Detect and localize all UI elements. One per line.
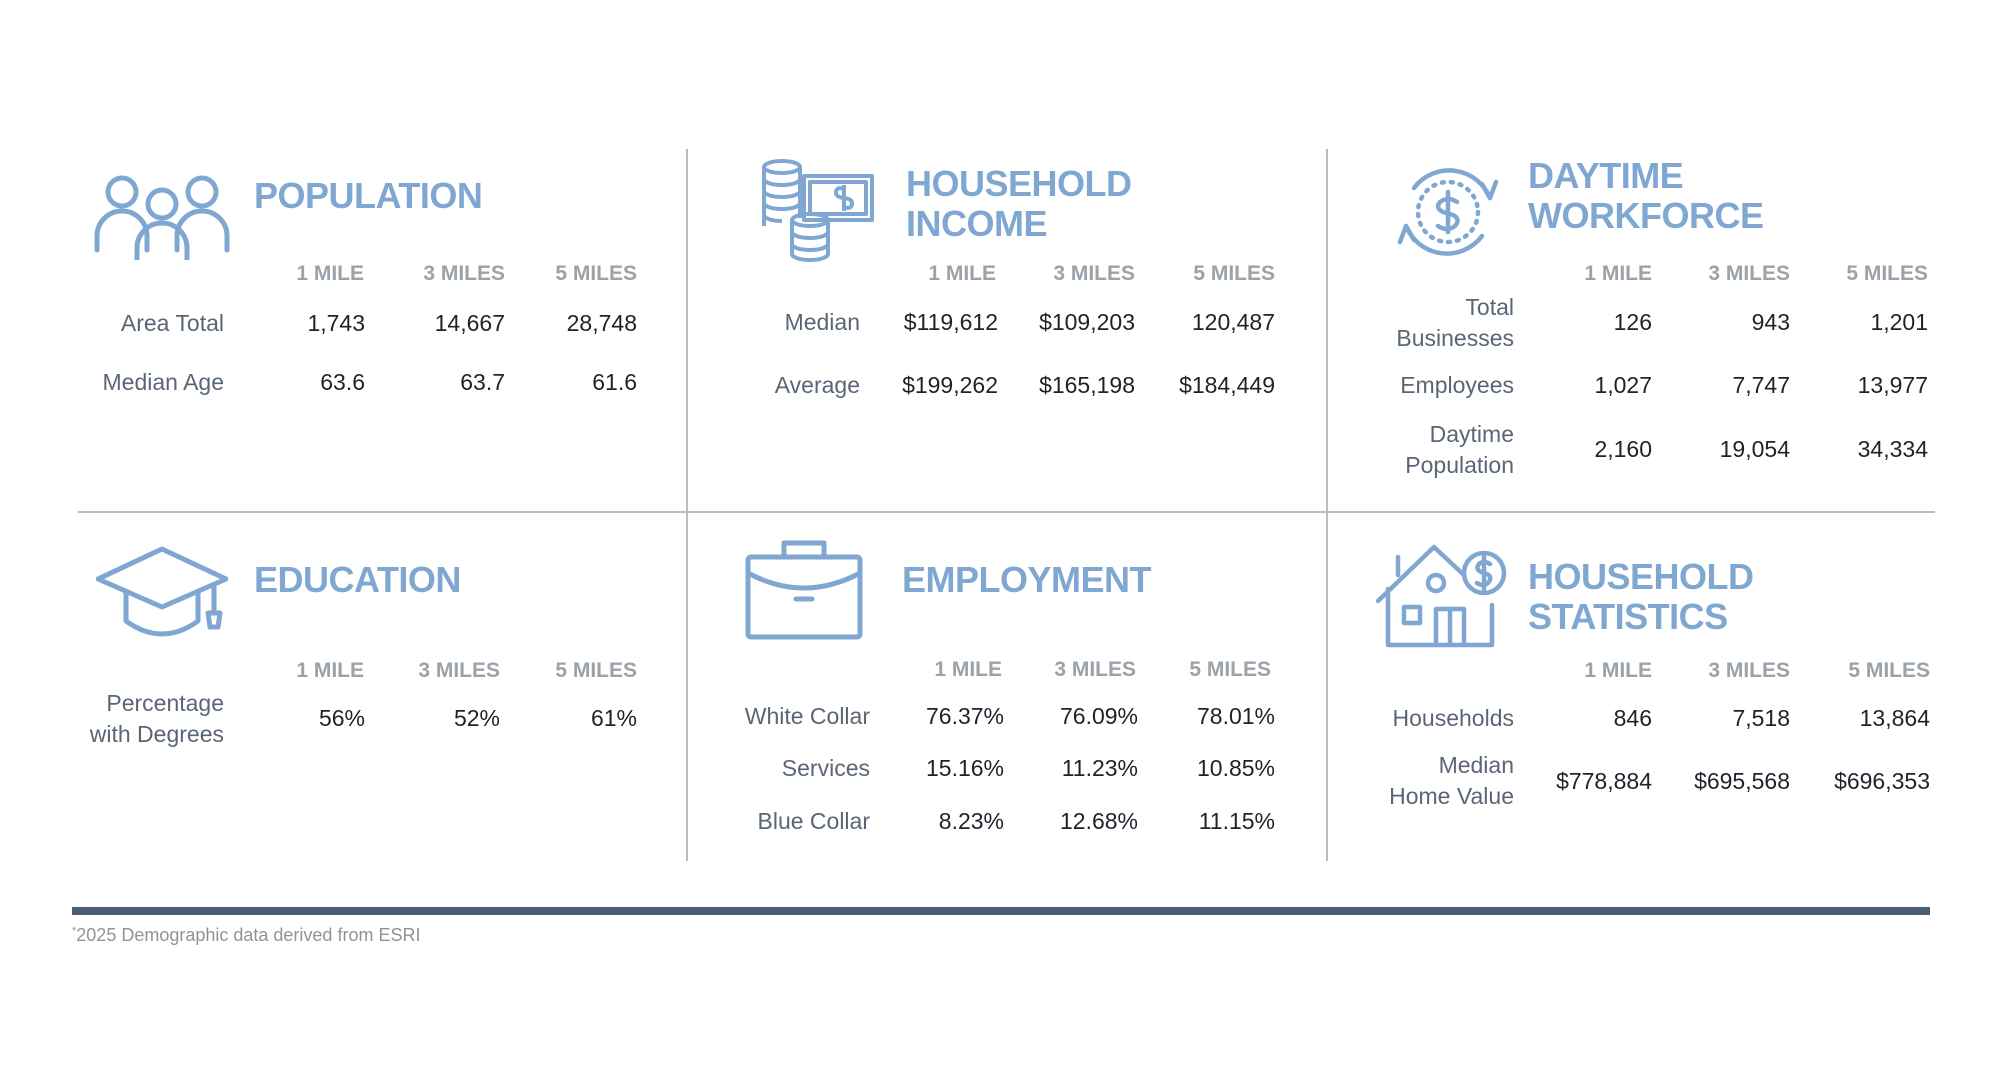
- col-header-1-mile: 1 MILE: [928, 262, 996, 285]
- row-label-daytime-population: Daytime Population: [1405, 421, 1514, 478]
- household-income-title: HOUSEHOLD INCOME: [906, 163, 1132, 244]
- value-1-mile: 2,160: [1594, 436, 1652, 462]
- household-income-card: HOUSEHOLD INCOME 1 MILE 3 MILES 5 MILES M…: [0, 0, 1326, 511]
- value-1-mile: 76.37%: [925, 703, 1004, 729]
- value-1-mile: 846: [1613, 705, 1652, 731]
- row-label-median-age: Median Age: [102, 369, 224, 395]
- population-title: POPULATION: [254, 175, 483, 216]
- value-3-miles: 76.09%: [1059, 703, 1138, 729]
- col-header-1-mile: 1 MILE: [296, 659, 364, 682]
- household-statistics-card: HOUSEHOLD STATISTICS 1 MILE 3 MILES 5 MIL…: [1326, 513, 2000, 873]
- value-3-miles: 63.7: [460, 369, 505, 395]
- col-header-5-miles: 5 MILES: [1189, 658, 1271, 681]
- education-title: EDUCATION: [254, 559, 461, 600]
- employment-card: EMPLOYMENT 1 MILE 3 MILES 5 MILES White …: [686, 513, 1326, 873]
- value-3-miles: 12.68%: [1059, 808, 1138, 834]
- value-1-mile: 8.23%: [938, 808, 1004, 834]
- value-1-mile: 1,743: [307, 310, 365, 336]
- horizontal-divider: [78, 511, 1935, 513]
- value-3-miles: 11.23%: [1061, 755, 1138, 781]
- row-label-employees: Employees: [1400, 372, 1514, 398]
- vertical-divider-2: [1326, 149, 1328, 861]
- daytime-workforce-card: DAYTIME WORKFORCE 1 MILE 3 MILES 5 MILES …: [1326, 0, 2000, 511]
- value-1-mile: 126: [1613, 309, 1652, 335]
- value-3-miles: 7,518: [1732, 705, 1790, 731]
- value-5-miles: 120,487: [1191, 309, 1275, 335]
- value-5-miles: 78.01%: [1196, 703, 1275, 729]
- col-header-1-mile: 1 MILE: [1584, 659, 1652, 682]
- employment-title: EMPLOYMENT: [902, 559, 1152, 600]
- value-5-miles: 1,201: [1870, 309, 1928, 335]
- col-header-3-miles: 3 MILES: [1054, 658, 1136, 681]
- value-3-miles: 943: [1751, 309, 1790, 335]
- value-5-miles: 13,977: [1857, 372, 1928, 398]
- row-label-percentage-with-degrees: Percentage with Degrees: [89, 690, 224, 747]
- graduation-cap-icon: [96, 546, 228, 637]
- col-header-5-miles: 5 MILES: [555, 659, 637, 682]
- value-5-miles: 61.6: [592, 369, 637, 395]
- row-label-households: Households: [1392, 705, 1514, 731]
- row-label-white-collar: White Collar: [744, 703, 870, 729]
- col-header-5-miles: 5 MILES: [1193, 262, 1275, 285]
- value-1-mile: $778,884: [1556, 768, 1652, 794]
- value-1-mile: $199,262: [902, 372, 998, 398]
- value-3-miles: 19,054: [1719, 436, 1790, 462]
- value-5-miles: $184,449: [1179, 372, 1275, 398]
- row-label-median: Median: [784, 309, 860, 335]
- value-5-miles: 28,748: [566, 310, 637, 336]
- col-header-3-miles: 3 MILES: [1708, 659, 1790, 682]
- value-5-miles: 10.85%: [1196, 755, 1275, 781]
- education-card: EDUCATION 1 MILE 3 MILES 5 MILES Percent…: [0, 513, 686, 873]
- row-label-blue-collar: Blue Collar: [757, 808, 871, 834]
- row-label-services: Services: [781, 755, 870, 781]
- col-header-3-miles: 3 MILES: [418, 659, 500, 682]
- value-5-miles: 13,864: [1859, 705, 1930, 731]
- value-1-mile: 15.16%: [925, 755, 1004, 781]
- footnote: *2025 Demographic data derived from ESRI: [72, 925, 420, 946]
- col-header-5-miles: 5 MILES: [555, 262, 637, 285]
- value-3-miles: 7,747: [1732, 372, 1790, 398]
- footnote-text: 2025 Demographic data derived from ESRI: [76, 925, 421, 945]
- col-header-5-miles: 5 MILES: [1846, 262, 1928, 285]
- col-header-1-mile: 1 MILE: [296, 262, 364, 285]
- value-5-miles: $696,353: [1834, 768, 1930, 794]
- value-5-miles: 11.15%: [1198, 808, 1275, 834]
- row-label-average: Average: [774, 372, 860, 398]
- col-header-3-miles: 3 MILES: [423, 262, 505, 285]
- daytime-workforce-title: DAYTIME WORKFORCE: [1528, 155, 1764, 236]
- value-3-miles: $109,203: [1039, 309, 1135, 335]
- col-header-1-mile: 1 MILE: [934, 658, 1002, 681]
- col-header-1-mile: 1 MILE: [1584, 262, 1652, 285]
- vertical-divider-1: [686, 149, 688, 861]
- value-5-miles: 34,334: [1857, 436, 1928, 462]
- briefcase-icon: [745, 540, 863, 640]
- value-3-miles: $165,198: [1039, 372, 1135, 398]
- row-label-area-total: Area Total: [120, 310, 224, 336]
- value-1-mile: 63.6: [320, 369, 365, 395]
- value-5-miles: 61%: [590, 705, 637, 731]
- house-dollar-icon: [1376, 544, 1507, 648]
- value-1-mile: 1,027: [1594, 372, 1652, 398]
- people-icon: [94, 175, 230, 260]
- value-3-miles: $695,568: [1694, 768, 1790, 794]
- col-header-3-miles: 3 MILES: [1053, 262, 1135, 285]
- money-stack-icon: [762, 159, 874, 262]
- col-header-3-miles: 3 MILES: [1708, 262, 1790, 285]
- household-statistics-title: HOUSEHOLD STATISTICS: [1528, 556, 1754, 637]
- value-1-mile: 56%: [318, 705, 365, 731]
- row-label-total-businesses: Total Businesses: [1396, 294, 1514, 351]
- value-1-mile: $119,612: [903, 309, 998, 335]
- footnote-marker: *: [72, 925, 77, 937]
- value-3-miles: 14,667: [434, 310, 505, 336]
- footer-rule: [72, 907, 1930, 915]
- col-header-5-miles: 5 MILES: [1848, 659, 1930, 682]
- row-label-median-home-value: Median Home Value: [1389, 752, 1514, 809]
- value-3-miles: 52%: [453, 705, 500, 731]
- population-card: POPULATION 1 MILE 3 MILES 5 MILES Area T…: [0, 0, 686, 511]
- dollar-cycle-icon: [1397, 168, 1499, 256]
